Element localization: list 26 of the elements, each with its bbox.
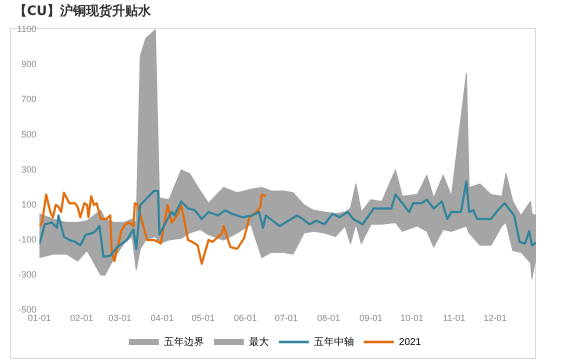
legend-label: 五年中轴 (314, 336, 354, 348)
x-tick-label: 01-01 (28, 313, 51, 324)
x-tick-label: 06-01 (234, 313, 257, 324)
y-tick-label: -500 (18, 304, 36, 315)
y-tick-label: 100 (21, 199, 36, 210)
y-tick-label: -100 (18, 234, 36, 245)
y-tick-label: 700 (21, 94, 36, 104)
x-tick-label: 12-01 (484, 313, 507, 324)
x-tick-label: 08-01 (317, 313, 340, 324)
x-tick-label: 11-01 (442, 313, 466, 324)
x-tick-label: 09-01 (359, 313, 382, 324)
y-tick-label: 1100 (16, 24, 36, 34)
chart-title: 【CU】沪铜现货升贴水 (14, 3, 152, 20)
y-tick-label: 500 (21, 129, 36, 140)
legend-label: 五年边界 (164, 336, 204, 348)
y-tick-label: 900 (21, 59, 36, 70)
x-tick-label: 07-01 (274, 313, 298, 324)
legend-label: 2021 (398, 336, 422, 348)
x-tick-label: 05-01 (192, 313, 215, 324)
y-tick-label: 300 (21, 164, 36, 174)
y-tick-label: -300 (18, 270, 36, 280)
legend-label: 最大 (248, 336, 269, 348)
x-tick-label: 02-01 (70, 313, 94, 324)
x-tick-label: 04-01 (150, 313, 174, 324)
x-tick-label: 03-01 (108, 313, 132, 324)
x-tick-label: 10-01 (400, 313, 424, 324)
